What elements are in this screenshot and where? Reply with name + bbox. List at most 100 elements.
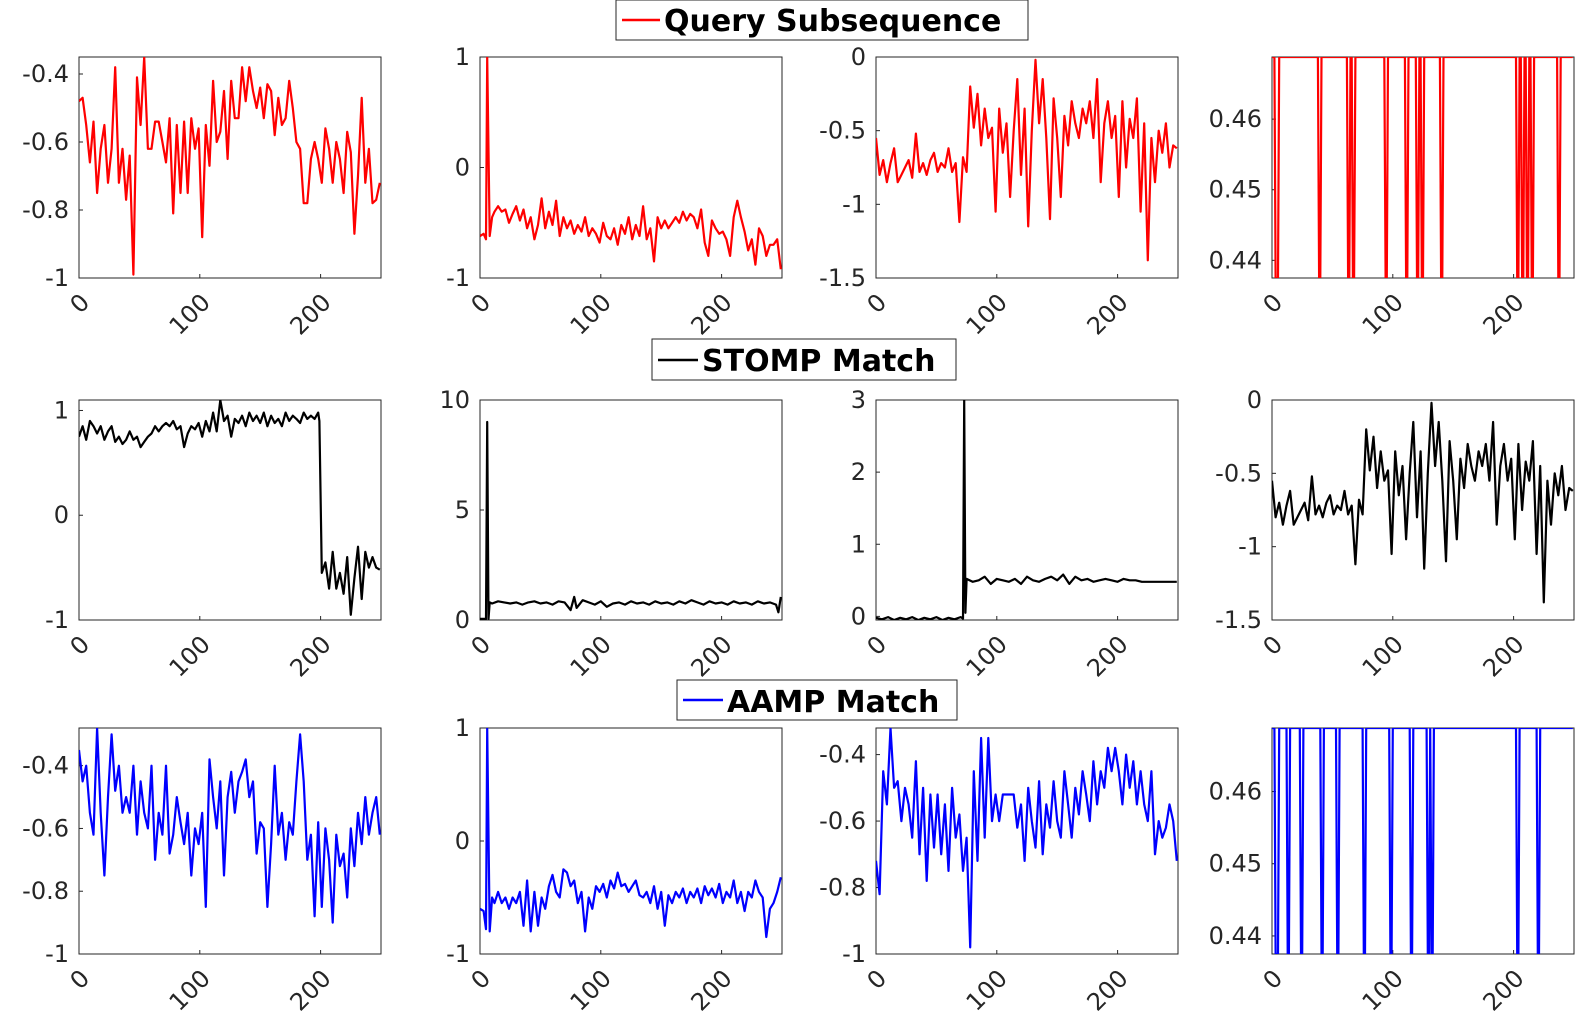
y-tick-label: 0 [54, 501, 69, 529]
plot-area [479, 56, 783, 279]
panel-stomp-3: 0 1 2 3 0 100 200 [851, 386, 1179, 683]
y-tick-label: 0 [455, 606, 470, 634]
series-line [876, 728, 1178, 949]
x-tick-label: 200 [1082, 288, 1134, 340]
x-tick-label: 100 [164, 630, 216, 682]
panel-aamp-3: -1 -0.8 -0.6 -0.4 0 100 200 [819, 727, 1179, 1017]
x-tick-label: 100 [961, 630, 1013, 682]
x-tick-label: 200 [1478, 964, 1530, 1016]
y-tick-label: 0 [851, 602, 866, 630]
y-tick-label: -0.8 [22, 196, 69, 224]
plot-area [78, 727, 382, 955]
x-tick-label: 200 [1478, 630, 1530, 682]
series-line [79, 728, 381, 924]
legend-label-stomp: STOMP Match [702, 344, 935, 379]
y-tick-label: 2 [851, 458, 866, 486]
y-tick-label: -0.8 [22, 877, 69, 905]
y-tick-label: 5 [455, 496, 470, 524]
x-tick-label: 0 [862, 630, 893, 661]
y-tick-label: 0 [455, 154, 470, 182]
x-tick-label: 100 [1357, 964, 1409, 1016]
x-tick-label: 200 [1082, 964, 1134, 1016]
series-line [480, 420, 782, 620]
legend-query: Query Subsequence [615, 0, 1029, 41]
y-tick-label: -0.6 [819, 807, 866, 835]
plot-area [479, 399, 783, 621]
y-tick-label: -1 [45, 606, 69, 634]
x-tick-label: 0 [466, 964, 497, 995]
y-tick-label: -0.5 [1215, 459, 1262, 487]
x-tick-label: 0 [466, 288, 497, 319]
x-tick-label: 0 [862, 964, 893, 995]
legend-label-aamp: AAMP Match [727, 685, 939, 720]
legend-label-query: Query Subsequence [664, 4, 1001, 39]
x-tick-label: 0 [65, 630, 96, 661]
y-tick-label: 3 [851, 386, 866, 414]
x-tick-label: 200 [1478, 288, 1530, 340]
y-tick-label: -1.5 [1215, 606, 1262, 634]
x-tick-label: 100 [164, 964, 216, 1016]
y-tick-label: 0 [851, 43, 866, 71]
y-tick-label: -0.8 [819, 874, 866, 902]
series-line [876, 58, 1178, 262]
series-line [480, 728, 782, 939]
plot-area [479, 727, 783, 955]
panel-query-4: 0.44 0.45 0.46 0 100 200 [1209, 56, 1575, 341]
y-tick-label: -1 [1238, 533, 1262, 561]
y-tick-label: 0.44 [1209, 922, 1262, 950]
plot-area [1271, 727, 1575, 955]
x-tick-label: 200 [285, 630, 337, 682]
y-tick-label: -0.6 [22, 814, 69, 842]
y-tick-label: -1 [842, 190, 866, 218]
x-tick-label: 100 [565, 288, 617, 340]
x-tick-label: 200 [285, 288, 337, 340]
series-line [79, 400, 381, 616]
x-tick-label: 0 [65, 288, 96, 319]
y-tick-label: -0.4 [22, 752, 69, 780]
x-tick-label: 100 [565, 630, 617, 682]
series-line [79, 57, 381, 276]
y-tick-label: 1 [851, 530, 866, 558]
series-line [1272, 728, 1573, 954]
panel-aamp-4: 0.44 0.45 0.46 0 100 200 [1209, 727, 1575, 1017]
y-tick-label: -1 [446, 264, 470, 292]
x-tick-label: 200 [1082, 630, 1134, 682]
x-tick-label: 0 [862, 288, 893, 319]
x-tick-label: 0 [1258, 288, 1289, 319]
y-tick-label: -1.5 [819, 264, 866, 292]
plot-area [875, 399, 1179, 621]
series-line [1272, 401, 1574, 604]
x-tick-label: 200 [686, 288, 738, 340]
panel-query-1: -1 -0.8 -0.6 -0.4 0 100 200 [22, 56, 382, 341]
y-tick-label: 0.46 [1209, 105, 1262, 133]
x-tick-label: 100 [961, 964, 1013, 1016]
x-tick-label: 200 [686, 964, 738, 1016]
y-tick-label: -1 [45, 940, 69, 968]
panel-query-3: -1.5 -1 -0.5 0 0 100 200 [819, 43, 1179, 341]
y-tick-label: 1 [455, 714, 470, 742]
legend-aamp: AAMP Match [676, 679, 958, 721]
panel-stomp-4: -1.5 -1 -0.5 0 0 100 200 [1215, 386, 1575, 683]
y-tick-label: -0.4 [819, 741, 866, 769]
y-tick-label: -1 [45, 264, 69, 292]
x-tick-label: 100 [565, 964, 617, 1016]
y-tick-label: 0.45 [1209, 176, 1262, 204]
panel-aamp-1: -1 -0.8 -0.6 -0.4 0 100 200 [22, 727, 382, 1017]
x-tick-label: 100 [1357, 288, 1409, 340]
x-tick-label: 100 [961, 288, 1013, 340]
y-tick-label: 0 [455, 827, 470, 855]
y-tick-label: -0.6 [22, 128, 69, 156]
series-line [876, 400, 1177, 620]
x-tick-label: 100 [164, 288, 216, 340]
y-tick-label: -0.4 [22, 60, 69, 88]
y-tick-label: 1 [54, 396, 69, 424]
x-tick-label: 0 [1258, 630, 1289, 661]
y-tick-label: 0.46 [1209, 778, 1262, 806]
x-tick-label: 0 [1258, 964, 1289, 995]
x-tick-label: 0 [466, 630, 497, 661]
y-tick-label: -0.5 [819, 117, 866, 145]
